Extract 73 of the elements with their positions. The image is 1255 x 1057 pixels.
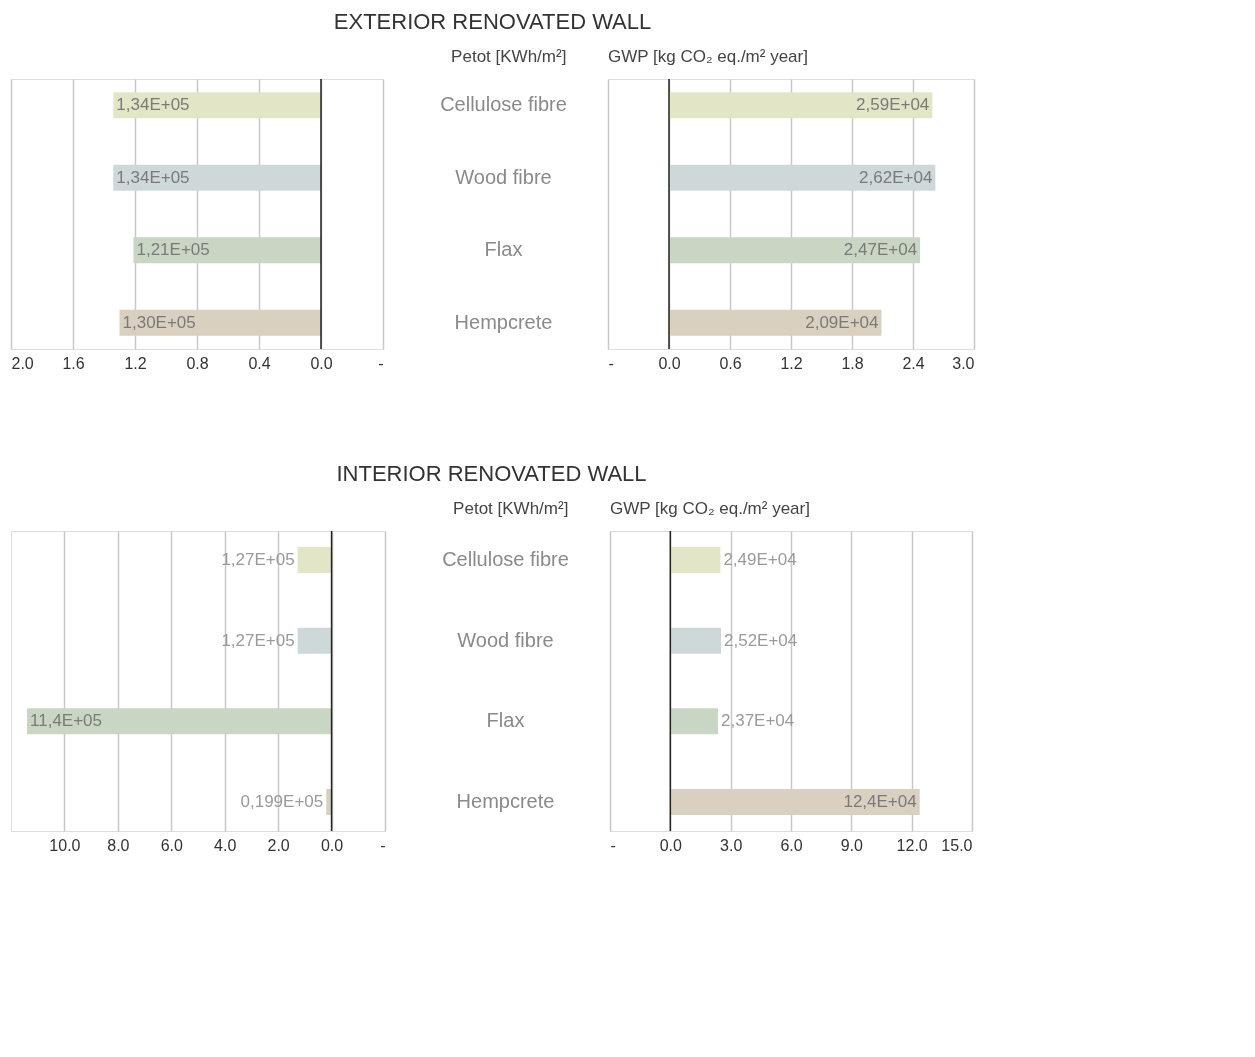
x-tick-label: 10.0 <box>49 836 81 854</box>
y-tick-label: Cellulose fibre <box>442 548 569 571</box>
x-tick-label: 2.4 <box>902 354 925 372</box>
x-tick-label: - <box>378 354 384 372</box>
x-tick-label: 0.0 <box>659 836 683 854</box>
data-label: 2,59E+04 <box>856 95 930 115</box>
data-label: 2,09E+04 <box>805 312 879 332</box>
data-label: 1,34E+05 <box>116 167 190 187</box>
x-tick-label: 4.0 <box>214 836 237 854</box>
bar <box>669 92 933 119</box>
data-label: 0,199E+05 <box>240 791 324 811</box>
x-tick-label: 12.0 <box>896 836 928 854</box>
data-label: 1,21E+05 <box>136 240 210 260</box>
bar <box>27 708 332 735</box>
data-label: 2,49E+04 <box>723 550 797 570</box>
y-tick-label: Flax <box>486 709 525 732</box>
bar <box>297 547 332 574</box>
bar <box>113 92 321 119</box>
y-tick-label: Wood fibre <box>457 628 554 651</box>
x-tick-label: 3.0 <box>952 354 975 372</box>
y-tick-label: Hempcrete <box>454 310 553 333</box>
y-tick-label: Hempcrete <box>456 789 555 812</box>
bar <box>670 627 722 654</box>
x-axis-title: GWP [kg CO₂ eq./m² year] <box>610 499 810 519</box>
x-tick-label: 3.0 <box>720 836 743 854</box>
bar <box>670 708 718 735</box>
bar <box>670 547 721 574</box>
data-label: 2,52E+04 <box>724 630 798 650</box>
x-tick-label: 1.8 <box>841 354 864 372</box>
data-label: 2,62E+04 <box>859 167 933 187</box>
x-tick-label: 6.0 <box>780 836 803 854</box>
bar <box>113 164 321 191</box>
y-tick-label: Wood fibre <box>455 165 552 188</box>
data-label: 12,4E+04 <box>843 791 917 811</box>
x-axis-title: GWP [kg CO₂ eq./m² year] <box>608 47 808 67</box>
x-tick-label: 1.2 <box>124 354 147 372</box>
bar <box>670 788 920 815</box>
x-tick-label: 9.0 <box>840 836 864 854</box>
x-tick-label: 0.8 <box>186 354 209 372</box>
x-tick-label: - <box>610 836 616 854</box>
x-tick-label: 0.0 <box>658 354 681 372</box>
bar <box>669 164 936 191</box>
x-tick-label: - <box>380 836 386 854</box>
y-tick-label: Flax <box>484 238 523 261</box>
x-tick-label: 1.2 <box>780 354 803 372</box>
data-label: 1,27E+05 <box>221 630 295 650</box>
data-label: 2,37E+04 <box>721 711 795 731</box>
x-tick-label: 2.0 <box>11 354 34 372</box>
data-label: 1,27E+05 <box>221 550 295 570</box>
x-tick-label: 0.0 <box>310 354 333 372</box>
x-tick-label: 1.6 <box>62 354 85 372</box>
y-tick-label: Cellulose fibre <box>440 93 567 116</box>
x-tick-label: 2.0 <box>267 836 290 854</box>
bar <box>669 309 882 336</box>
data-label: 11,4E+05 <box>30 711 103 731</box>
x-tick-label: 0.6 <box>719 354 742 372</box>
data-label: 1,34E+05 <box>116 95 190 115</box>
x-axis-title: Petot [KWh/m²] <box>451 47 567 67</box>
data-label: 1,30E+05 <box>122 312 196 332</box>
x-tick-label: 0.4 <box>248 354 271 372</box>
bar <box>669 237 921 264</box>
x-tick-label: 15.0 <box>941 836 973 854</box>
x-tick-label: 6.0 <box>160 836 183 854</box>
data-label: 2,47E+04 <box>843 240 918 260</box>
text: INTERIOR RENOVATED WALL <box>336 460 647 486</box>
x-axis-title: Petot [KWh/m²] <box>453 499 569 519</box>
bar <box>119 309 321 336</box>
x-tick-label: 8.0 <box>107 836 130 854</box>
bar <box>133 237 321 264</box>
x-tick-label: 0.0 <box>320 836 344 854</box>
text: EXTERIOR RENOVATED WALL <box>333 8 652 34</box>
bar <box>297 627 332 654</box>
x-tick-label: - <box>608 354 614 372</box>
